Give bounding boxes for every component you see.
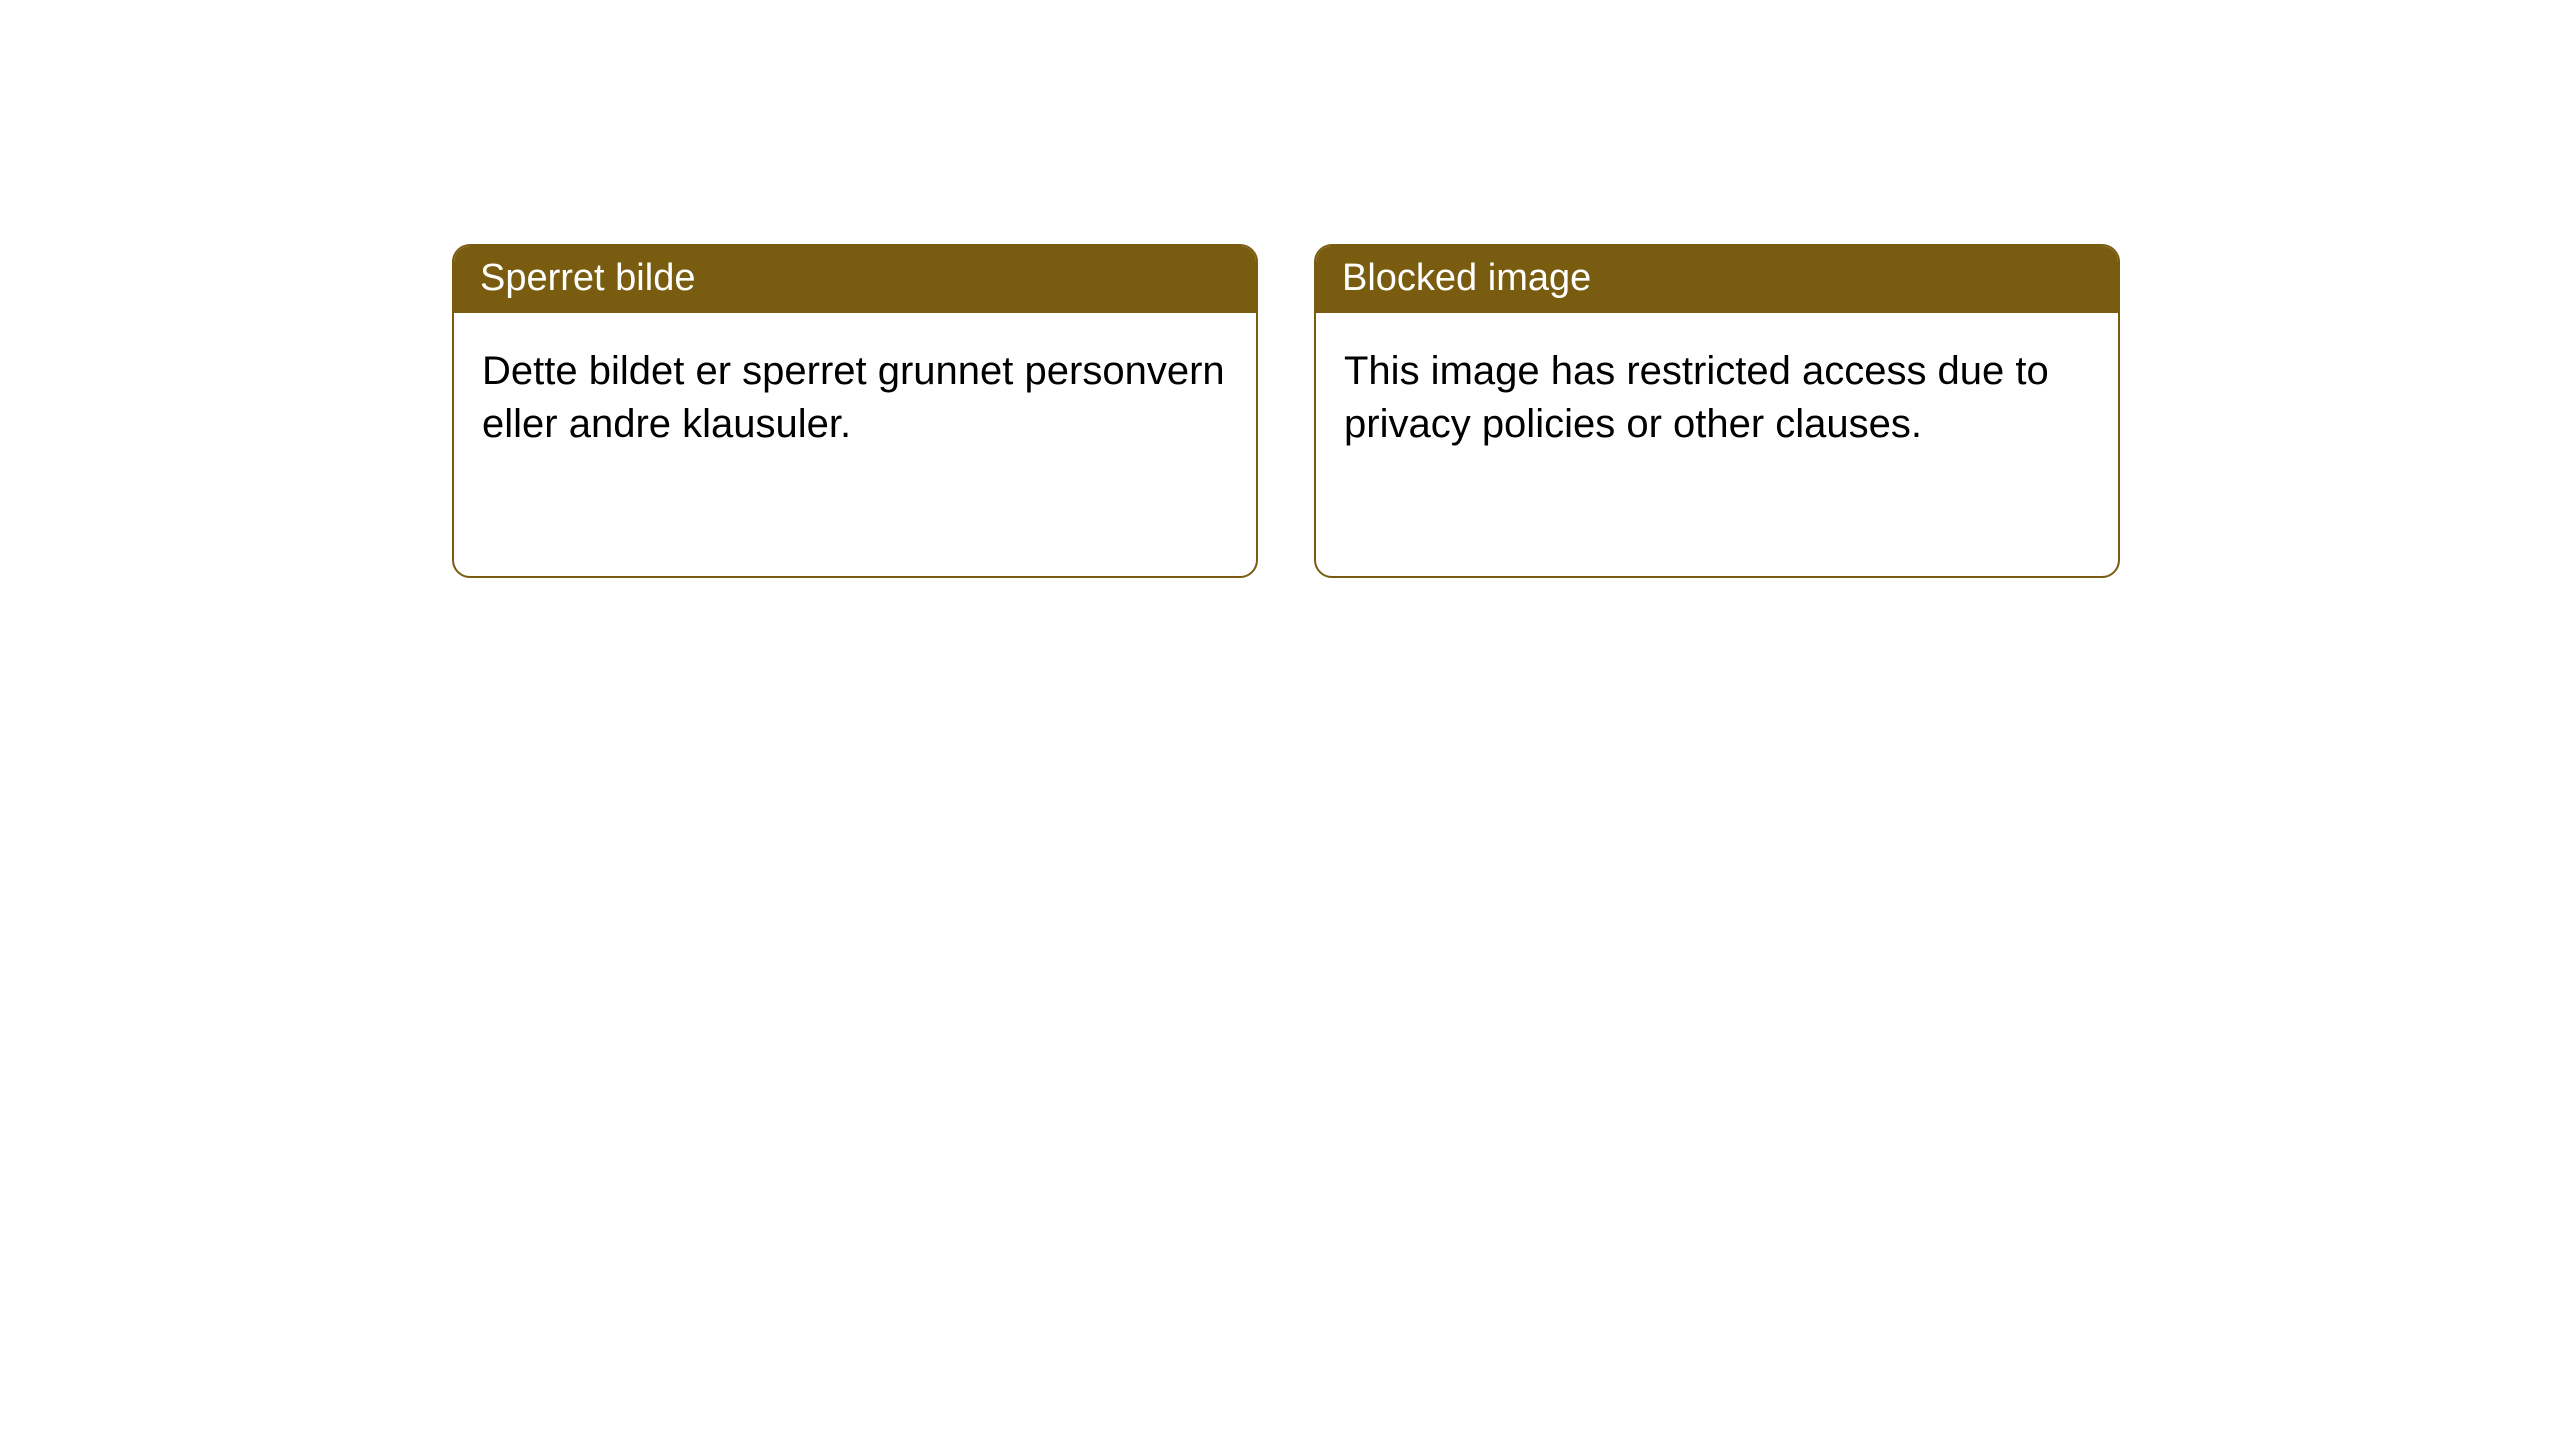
notice-container: Sperret bilde Dette bildet er sperret gr… — [0, 0, 2560, 578]
notice-card-english: Blocked image This image has restricted … — [1314, 244, 2120, 578]
notice-header: Blocked image — [1316, 246, 2118, 313]
notice-card-norwegian: Sperret bilde Dette bildet er sperret gr… — [452, 244, 1258, 578]
notice-body: This image has restricted access due to … — [1316, 313, 2118, 483]
notice-body: Dette bildet er sperret grunnet personve… — [454, 313, 1256, 483]
notice-header: Sperret bilde — [454, 246, 1256, 313]
